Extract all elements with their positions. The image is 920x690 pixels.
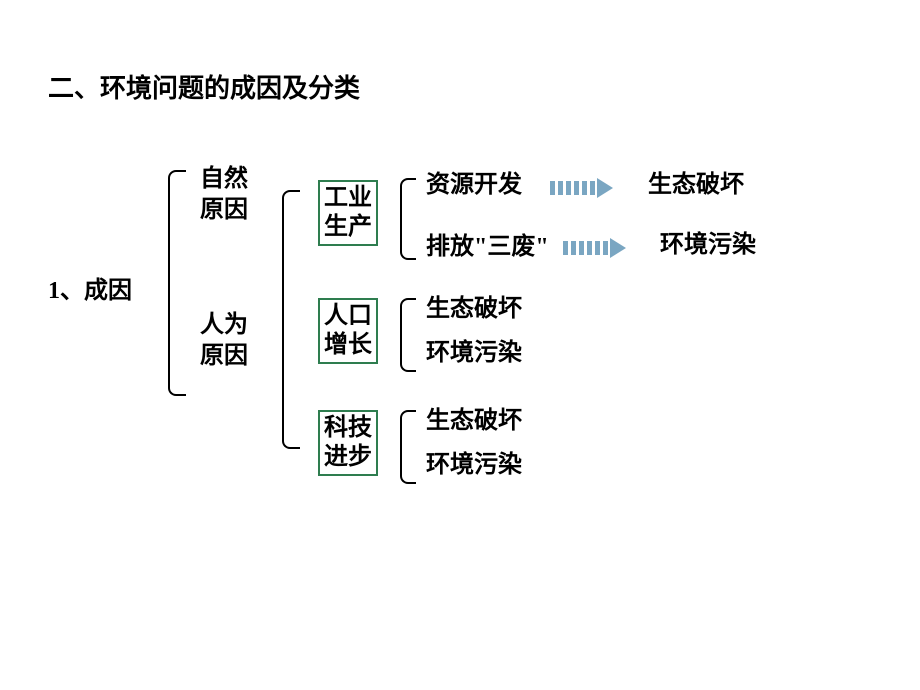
- arrow-icon: [550, 178, 613, 198]
- bracket-level2: [282, 190, 300, 449]
- box-tech: 科技进步: [318, 410, 378, 476]
- bracket-industry: [400, 178, 416, 260]
- root-label: 1、成因: [48, 276, 132, 307]
- arrow-icon: [563, 238, 626, 258]
- leaf-pollution-1: 环境污染: [426, 338, 522, 369]
- result-pollution: 环境污染: [660, 230, 756, 261]
- box-population: 人口增长: [318, 298, 378, 364]
- leaf-resource-dev: 资源开发: [426, 170, 522, 201]
- box-industry: 工业生产: [318, 180, 378, 246]
- result-eco-damage: 生态破坏: [648, 170, 744, 201]
- bracket-level1: [168, 170, 186, 396]
- leaf-pollution-2: 环境污染: [426, 450, 522, 481]
- leaf-emit-waste: 排放"三废": [426, 232, 556, 263]
- cause-human: 人为原因: [200, 310, 248, 372]
- section-title: 二、环境问题的成因及分类: [48, 68, 360, 105]
- cause-natural: 自然原因: [200, 164, 248, 226]
- bracket-population: [400, 298, 416, 372]
- leaf-eco-damage-1: 生态破坏: [426, 294, 522, 325]
- bracket-tech: [400, 410, 416, 484]
- leaf-eco-damage-2: 生态破坏: [426, 406, 522, 437]
